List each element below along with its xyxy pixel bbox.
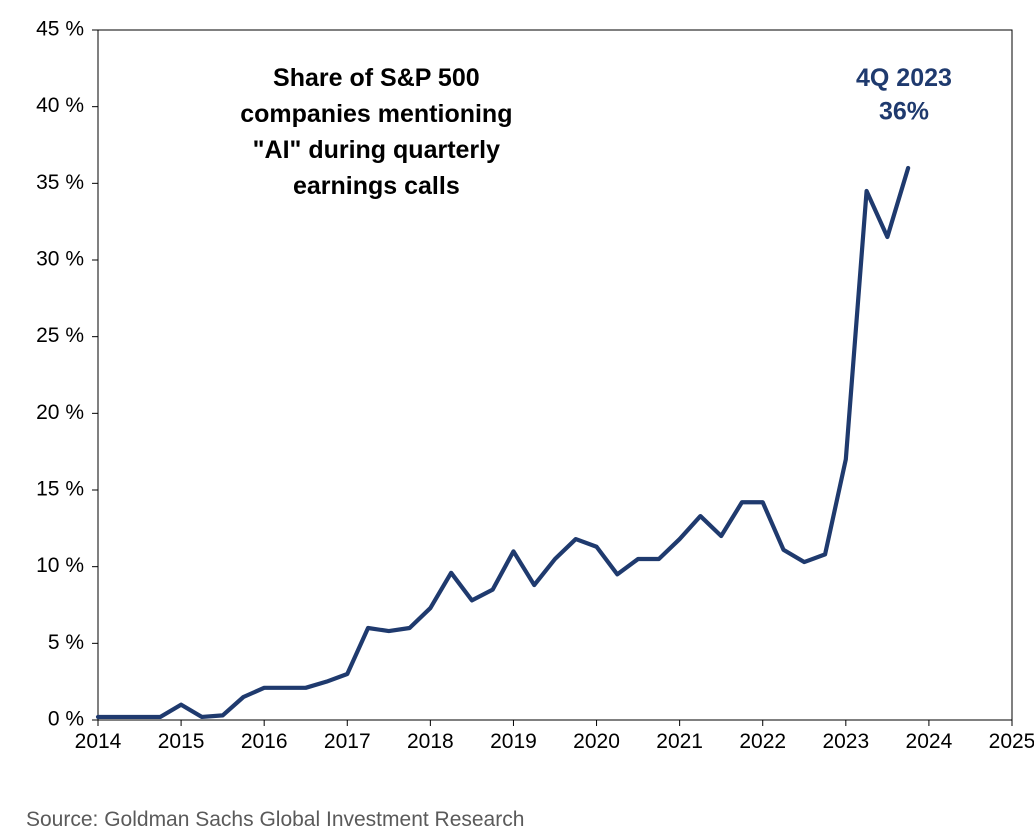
chart-title-line: earnings calls [293,172,460,200]
x-tick-label: 2015 [158,730,205,753]
line-chart: 0 % 5 % 10 % 15 % 20 % 25 % 30 % 35 % 40 % 45 % 20… [0,0,1034,760]
y-tick-label: 5 % [48,631,84,654]
y-tick-label: 30 % [36,248,84,271]
x-tick-label: 2017 [324,730,371,753]
y-tick-label: 25 % [36,324,84,347]
chart-title-line: Share of S&P 500 [273,64,480,92]
x-tick-label: 2020 [573,730,620,753]
y-tick-label: 45 % [36,18,84,41]
chart-title-line: "AI" during quarterly [253,136,500,164]
chart-callout-line: 36% [879,98,929,126]
x-tick-label: 2014 [75,730,122,753]
y-tick-label: 20 % [36,401,84,424]
y-tick-label: 40 % [36,94,84,117]
x-tick-label: 2016 [241,730,288,753]
chart-callout-line: 4Q 2023 [856,64,952,92]
y-tick-label: 0 % [48,708,84,731]
x-tick-label: 2023 [822,730,869,753]
x-tick-label: 2021 [656,730,703,753]
chart-title-line: companies mentioning [240,100,512,128]
source-attribution: Source: Goldman Sachs Global Investment … [26,808,524,832]
x-tick-label: 2024 [906,730,953,753]
y-tick-label: 15 % [36,478,84,501]
x-tick-label: 2018 [407,730,454,753]
x-tick-label: 2019 [490,730,537,753]
y-tick-label: 10 % [36,554,84,577]
x-tick-label: 2025 [989,730,1034,753]
x-tick-label: 2022 [739,730,786,753]
y-tick-label: 35 % [36,171,84,194]
chart-container: 0 % 5 % 10 % 15 % 20 % 25 % 30 % 35 % 40 % 45 % 20… [0,0,1034,840]
